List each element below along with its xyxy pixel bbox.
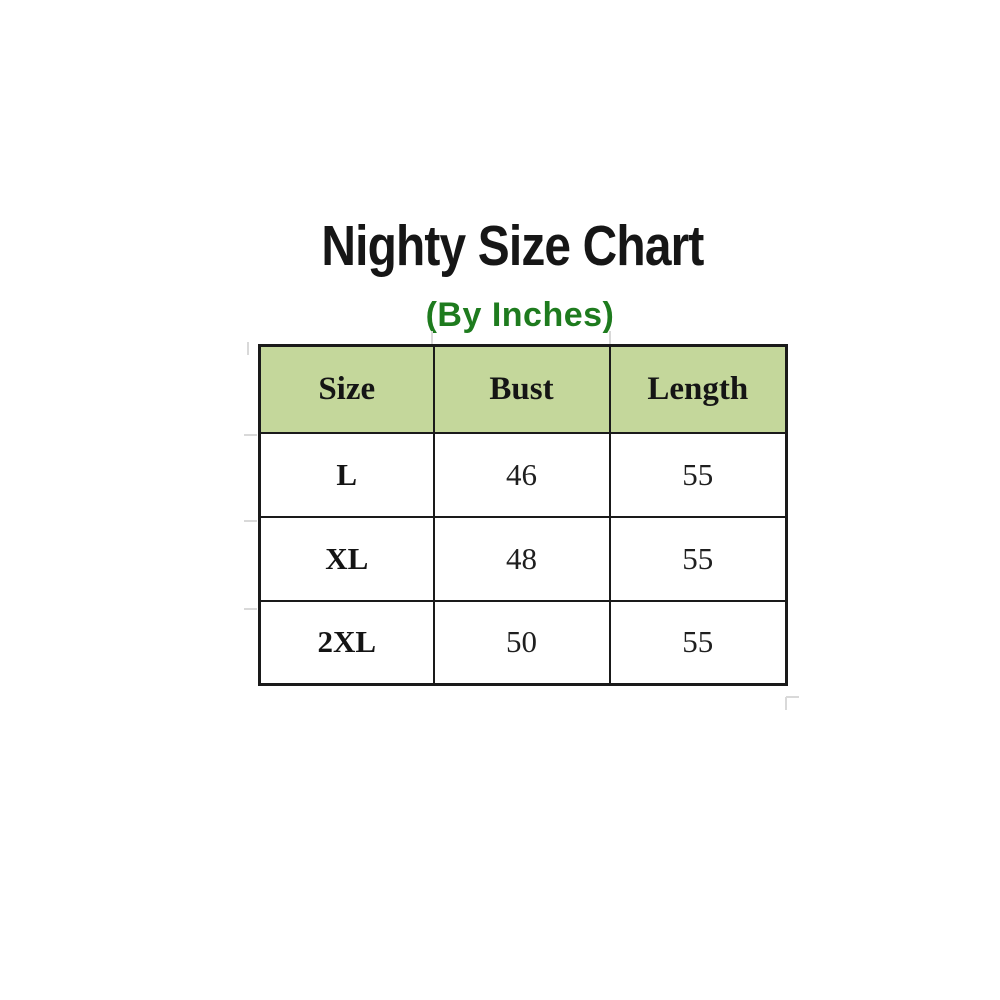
cell-length: 55 <box>608 599 788 686</box>
cell-bust: 46 <box>432 431 611 518</box>
gridline-stub <box>785 697 787 710</box>
gridline-stub <box>431 331 433 344</box>
gridline-stub <box>244 608 257 610</box>
size-table: Size Bust Length L 46 55 XL 48 55 2XL <box>258 344 788 686</box>
table-header-row: Size Bust Length <box>258 344 788 434</box>
cell-length: 55 <box>608 515 788 602</box>
gridline-stub <box>786 696 799 698</box>
cell-size: XL <box>258 515 435 602</box>
page-title: Nighty Size Chart <box>12 213 1000 279</box>
cell-size: L <box>258 431 435 518</box>
gridline-stub <box>247 342 249 355</box>
column-header-length: Length <box>608 344 788 434</box>
cell-length: 55 <box>608 431 788 518</box>
gridline-stub <box>244 520 257 522</box>
subtitle: (By Inches) <box>425 296 615 334</box>
gridline-stub <box>609 331 611 344</box>
cell-size: 2XL <box>258 599 435 686</box>
size-table-wrap: Size Bust Length L 46 55 XL 48 55 2XL <box>244 331 799 710</box>
column-header-bust: Bust <box>432 344 611 434</box>
table-row: XL 48 55 <box>258 515 788 602</box>
table-row: 2XL 50 55 <box>258 599 788 686</box>
cell-bust: 50 <box>432 599 611 686</box>
column-header-size: Size <box>258 344 435 434</box>
gridline-stub <box>244 434 257 436</box>
cell-bust: 48 <box>432 515 611 602</box>
table-row: L 46 55 <box>258 431 788 518</box>
page-title-text: Nighty Size Chart <box>320 214 704 278</box>
